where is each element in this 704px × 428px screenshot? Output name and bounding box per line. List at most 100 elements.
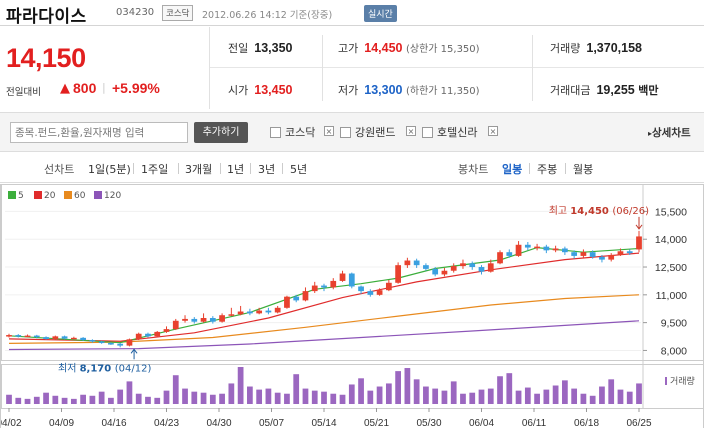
tab-weekly[interactable]: 주봉 — [537, 163, 558, 176]
volume-bar — [385, 383, 392, 404]
x-tick-label: 04/16 — [101, 418, 126, 428]
candle-body — [284, 296, 290, 308]
volume-bar — [311, 390, 318, 404]
candle-body — [98, 341, 105, 344]
candle-body — [321, 285, 327, 288]
volume-bar — [154, 397, 161, 404]
volume-bar — [413, 379, 420, 404]
compare-checkbox-hotelshilla[interactable] — [422, 127, 433, 138]
x-tick-label: 06/04 — [469, 418, 494, 428]
candle-body — [145, 333, 151, 337]
tab-daily[interactable]: 일봉 — [502, 163, 523, 176]
x-tick-label: 06/11 — [522, 418, 547, 428]
x-tick-label: 05/21 — [364, 418, 389, 428]
volume-bar — [219, 393, 225, 404]
divider — [529, 163, 530, 174]
detail-chart-link[interactable]: ▸상세차트 — [648, 125, 691, 140]
volume-bar — [293, 374, 300, 404]
candle-body — [228, 314, 235, 316]
add-button[interactable]: 추가하기 — [194, 122, 248, 143]
candle-body — [562, 248, 568, 253]
open-price: 시가 13,450 — [228, 82, 292, 98]
volume-bar — [404, 368, 411, 404]
volume-bar — [543, 389, 550, 404]
low-label: 저가 — [338, 84, 359, 97]
divider — [565, 163, 566, 174]
realtime-button[interactable]: 실시간 — [364, 5, 397, 22]
candle-body — [487, 263, 494, 272]
candle-body — [256, 310, 263, 314]
price-summary: 14,150 전일대비 ▲ 800 | +5.99% — [0, 27, 210, 109]
stock-chart: 15,500 14,000 12,500 11,000 9,500 8,000 최고 14,… — [0, 184, 704, 428]
volume-bar — [617, 389, 624, 404]
candle-body — [395, 265, 401, 283]
y-tick-label: 12,500 — [655, 262, 687, 274]
tab-3month[interactable]: 3개월 — [185, 163, 213, 176]
prev-close: 전일 13,350 — [228, 40, 292, 56]
candle-body — [117, 343, 124, 346]
volume-bar — [534, 393, 540, 404]
tab-5year[interactable]: 5년 — [290, 163, 308, 176]
candle-body — [330, 280, 337, 288]
candle-body — [154, 331, 161, 337]
legend-swatch — [8, 191, 16, 199]
tab-3year[interactable]: 3년 — [258, 163, 276, 176]
candle-body — [80, 337, 86, 341]
volume-bar — [441, 390, 448, 404]
candle-body — [274, 307, 281, 313]
market-badge: 코스닥 — [162, 5, 194, 21]
volume-bar — [497, 376, 503, 404]
high-annotation-date: (06/26) — [612, 206, 649, 217]
volume-bar — [228, 383, 235, 404]
candle-body — [636, 236, 642, 250]
legend-ma20: 20 — [34, 191, 55, 201]
candle-body — [126, 339, 133, 346]
divider — [532, 35, 533, 101]
volume-bar — [200, 392, 207, 404]
compare-checkbox-kangwonland[interactable] — [340, 127, 351, 138]
volume-stat: 거래량 1,370,158 — [550, 40, 642, 56]
volume-bar — [450, 381, 457, 404]
search-input[interactable] — [10, 122, 188, 143]
divider — [282, 163, 283, 174]
divider — [133, 163, 134, 174]
tab-1day[interactable]: 1일(5분) — [88, 163, 131, 176]
tab-1week[interactable]: 1주일 — [141, 163, 169, 176]
volume-panel-frame — [1, 364, 704, 409]
candle-body — [497, 252, 503, 264]
remove-hotelshilla-icon[interactable]: × — [488, 126, 498, 136]
candle-chart-heading: 봉차트 — [458, 163, 489, 176]
volume-bar — [460, 393, 466, 404]
volume-bar — [506, 373, 513, 404]
legend-swatch — [64, 191, 72, 199]
x-tick-label: 04/09 — [49, 418, 74, 428]
volume-bar — [209, 394, 216, 404]
remove-kosdaq-icon[interactable]: × — [324, 126, 334, 136]
tab-monthly[interactable]: 월봉 — [573, 163, 594, 176]
y-tick-label: 9,500 — [661, 318, 687, 330]
candle-body — [571, 252, 578, 256]
candle-body — [599, 256, 605, 260]
volume-bar — [33, 396, 40, 404]
volume-bar — [608, 379, 615, 404]
ma60-line — [8, 294, 640, 344]
divider — [210, 67, 704, 68]
remove-kangwonland-icon[interactable]: × — [406, 126, 416, 136]
low-annotation: 최저 8,170 (04/12) — [58, 362, 151, 374]
volume-bar — [182, 388, 188, 404]
lower-limit: (하한가 11,350) — [405, 86, 480, 97]
tab-1year[interactable]: 1년 — [227, 163, 245, 176]
volume-bar — [367, 390, 374, 404]
divider — [250, 163, 251, 174]
candle-body — [237, 311, 244, 315]
candle-body — [70, 337, 77, 340]
volume-label: 거래량 — [670, 375, 695, 387]
compare-checkbox-kosdaq[interactable] — [270, 127, 281, 138]
divider — [178, 163, 179, 174]
candle-body — [61, 336, 68, 339]
volume-bar — [61, 397, 68, 404]
x-tick-label: 04/23 — [154, 418, 179, 428]
line-chart-heading: 선차트 — [44, 163, 75, 176]
candle-body — [293, 296, 300, 301]
compare-bar: 추가하기 코스닥 × 강원랜드 × 호텔신라 × ▸상세차트 — [0, 112, 704, 152]
